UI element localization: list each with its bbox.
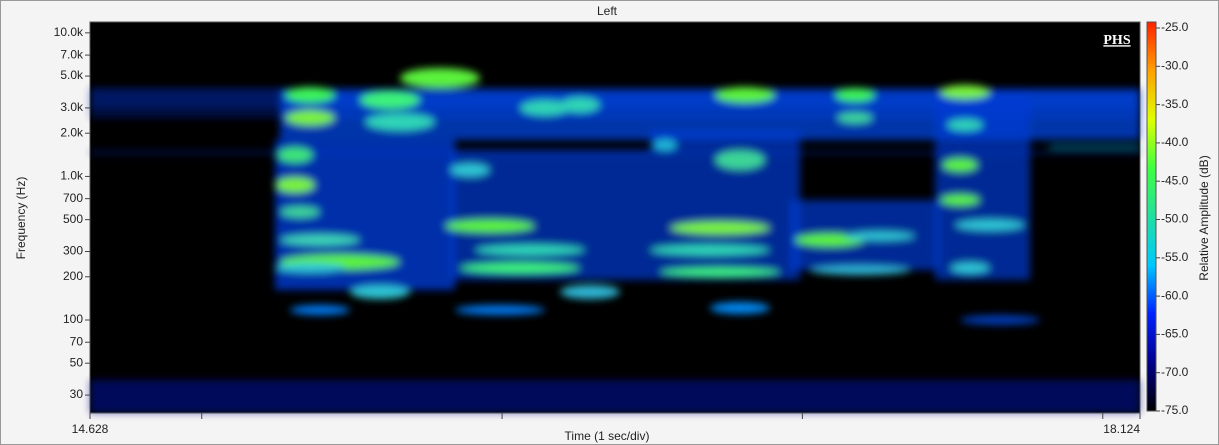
y-tick-label: 300 xyxy=(63,244,83,258)
x-end-label: 18.124 xyxy=(1103,422,1140,436)
colorbar-tick-label: -40.0 xyxy=(1161,135,1189,149)
colorbar-tick-label: -35.0 xyxy=(1161,97,1189,111)
x-start-label: 14.628 xyxy=(72,422,109,436)
colorbar-tick-label: -70.0 xyxy=(1161,365,1189,379)
colorbar xyxy=(1146,21,1157,412)
y-tick-label: 1.0k xyxy=(60,169,84,183)
brand: PHS xyxy=(1103,33,1130,48)
y-axis-label: Frequency (Hz) xyxy=(14,177,28,260)
colorbar-tick-label: -30.0 xyxy=(1161,58,1189,72)
x-axis-label: Time (1 sec/div) xyxy=(565,429,650,443)
y-tick-label: 50 xyxy=(70,355,84,369)
colorbar-tick-label: -75.0 xyxy=(1161,403,1189,417)
y-tick-label: 70 xyxy=(70,334,84,348)
colorbar-tick-label: -25.0 xyxy=(1161,20,1189,34)
y-tick-label: 7.0k xyxy=(60,47,84,61)
colorbar-label: Relative Amplitude (dB) xyxy=(1197,155,1211,280)
y-tick-label: 500 xyxy=(63,212,83,226)
y-tick-label: 3.0k xyxy=(60,100,84,114)
y-tick-label: 5.0k xyxy=(60,68,84,82)
colorbar-tick-label: -55.0 xyxy=(1161,250,1189,264)
colorbar-tick-label: -65.0 xyxy=(1161,327,1189,341)
spectrogram-texture xyxy=(90,68,1140,413)
colorbar-tick-label: -50.0 xyxy=(1161,212,1189,226)
chart-title: Left xyxy=(597,4,618,18)
y-tick-label: 2.0k xyxy=(60,125,84,139)
colorbar-tick-label: -45.0 xyxy=(1161,173,1189,187)
y-tick-label: 10.0k xyxy=(54,25,84,39)
plot-border xyxy=(89,21,1141,414)
colorbar-tick-label: -60.0 xyxy=(1161,288,1189,302)
y-tick-label: 200 xyxy=(63,269,83,283)
y-tick-label: 30 xyxy=(70,387,84,401)
y-tick-label: 700 xyxy=(63,191,83,205)
y-tick-label: 100 xyxy=(63,312,83,326)
